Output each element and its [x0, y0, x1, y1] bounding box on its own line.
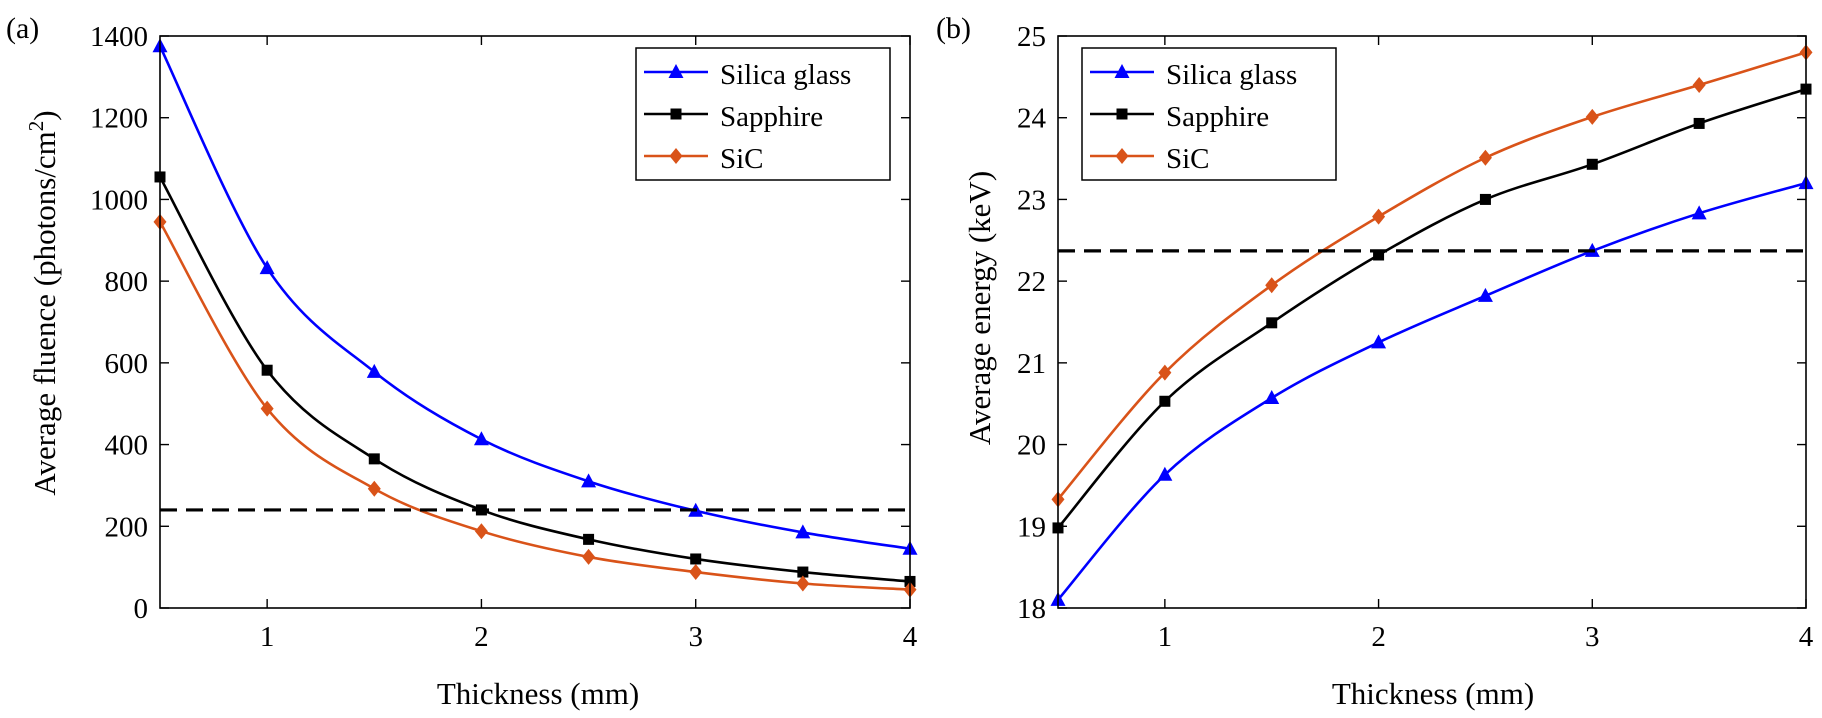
panel-a-y-tick-label-800: 800 — [105, 266, 149, 298]
panel-b-data-point-sic-4 — [1478, 149, 1492, 166]
panel-b-y-tick-label-21: 21 — [1017, 348, 1046, 380]
panel-a-y-tick-label-0: 0 — [134, 593, 149, 625]
panel-b-series-line-silica-glass — [1057, 181, 1807, 601]
panel-a-legend-label-sapphire: Sapphire — [720, 101, 823, 133]
panel-a-axes — [159, 35, 911, 609]
panel-a-y-tick-label-200: 200 — [105, 511, 149, 543]
panel-a-x-tick-label-1: 1 — [260, 621, 275, 653]
panel-b-x-tick-label-3: 3 — [1585, 621, 1600, 653]
panel-b-data-point-sic-6 — [1692, 77, 1706, 94]
panel-b-legend-marker-sic — [1115, 148, 1129, 164]
panel-a-data-point-sic-6 — [796, 575, 810, 592]
panel-a-series-line-silica-glass — [158, 45, 911, 551]
panel-a-y-axis-label: Average fluence (photons/cm2) — [24, 110, 62, 495]
panel-a-y-tick-label-600: 600 — [105, 348, 149, 380]
panel-a-data-point-sic-3 — [474, 523, 488, 540]
panel-a-data-point-sapphire-6 — [797, 566, 809, 578]
panel-b-data-point-sapphire-4 — [1479, 193, 1491, 205]
panel-b-y-tick-label-18: 18 — [1017, 593, 1046, 625]
panel-b-data-point-sapphire-2 — [1266, 317, 1278, 329]
panel-b-y-tick-label-22: 22 — [1017, 266, 1046, 298]
panel-b-data-point-silica-glass-4 — [1477, 287, 1493, 302]
panel-b-x-tick-label-4: 4 — [1799, 621, 1814, 653]
panel-a-legend-label-sic: SiC — [720, 143, 764, 175]
panel-b-y-axis-label: Average energy (keV) — [962, 171, 997, 445]
panel-a-y-tick-label-1200: 1200 — [90, 103, 148, 135]
panel-a-data-point-sapphire-5 — [690, 553, 702, 565]
panel-b-data-point-silica-glass-6 — [1691, 205, 1707, 220]
panel-b-plot-area — [1050, 44, 1814, 606]
panel-b-data-point-silica-glass-1 — [1157, 466, 1173, 481]
panel-b-data-point-sic-5 — [1585, 108, 1599, 125]
panel-a-y-tick-label-1400: 1400 — [90, 21, 148, 53]
panel-a-y-tick-label-1000: 1000 — [90, 184, 148, 216]
panel-a-data-point-silica-glass-1 — [259, 260, 275, 275]
panel-a-label: (a) — [6, 12, 39, 45]
panel-a-ticks: 1 2 3 4 0 200 400 600 800 1000 1200 1400 — [90, 21, 918, 653]
panel-b-x-axis-label: Thickness (mm) — [1332, 676, 1534, 711]
panel-a-data-point-sapphire-4 — [583, 533, 595, 545]
panel-a-data-point-sic-4 — [582, 548, 596, 565]
panel-a-data-point-sic-5 — [689, 564, 703, 581]
panel-a-y-axis-label-close: ) — [27, 110, 62, 120]
panel-a-x-tick-label-3: 3 — [688, 621, 703, 653]
panel-a-data-point-sic-2 — [367, 480, 381, 497]
panel-a-y-axis-label-main: Average fluence (photons/cm — [27, 131, 62, 495]
panel-a-data-point-sapphire-2 — [368, 453, 380, 465]
panel-b-data-point-silica-glass-3 — [1371, 334, 1387, 349]
panel-b-data-point-sapphire-6 — [1693, 117, 1705, 129]
panel-a-legend-marker-silica-glass — [668, 64, 684, 78]
panel-b-y-tick-label-25: 25 — [1017, 21, 1046, 53]
panel-b-legend-label-sic: SiC — [1166, 143, 1210, 175]
panel-b-data-point-sapphire-3 — [1373, 249, 1385, 261]
panel-b-y-tick-label-23: 23 — [1017, 184, 1046, 216]
panel-a-data-point-silica-glass-6 — [795, 524, 811, 539]
panel-a-x-tick-label-2: 2 — [474, 621, 489, 653]
panel-a-y-tick-label-400: 400 — [105, 430, 149, 462]
panel-b-legend-marker-silica-glass — [1114, 64, 1130, 78]
panel-b-data-point-silica-glass-2 — [1264, 389, 1280, 404]
panel-b-legend-label-sapphire: Sapphire — [1166, 101, 1269, 133]
panel-b-axes — [1057, 35, 1807, 609]
panel-b-label: (b) — [936, 12, 971, 45]
panel-b-legend: Silica glass Sapphire SiC — [1081, 47, 1337, 181]
panel-a-data-point-silica-glass-2 — [366, 363, 382, 378]
panel-a-legend-items — [644, 64, 708, 164]
panel-b-legend-items — [1090, 64, 1154, 164]
panel-a-data-point-sic-1 — [260, 400, 274, 417]
panel-a-y-axis-label-superscript: 2 — [24, 121, 48, 132]
panel-b-data-point-sic-3 — [1372, 208, 1386, 225]
panel-a-legend-marker-sic — [669, 148, 683, 164]
panel-b-y-tick-label-20: 20 — [1017, 430, 1046, 462]
panel-b-legend-label-silica-glass: Silica glass — [1166, 59, 1297, 91]
panel-a-data-point-silica-glass-3 — [473, 431, 489, 446]
panel-a-legend-marker-sapphire — [670, 108, 682, 120]
panel-b-data-point-sapphire-5 — [1586, 158, 1598, 170]
panel-b-legend-marker-sapphire — [1116, 108, 1128, 120]
panel-b-x-tick-label-2: 2 — [1371, 621, 1386, 653]
panel-b-axes-box — [1057, 35, 1807, 609]
panel-a-data-point-sapphire-1 — [261, 364, 273, 376]
panel-a-fluence-chart: (a) 1 2 3 4 0 200 400 600 800 1000 1200 1400 Thickn… — [6, 12, 918, 711]
panel-a-data-point-silica-glass-4 — [581, 473, 597, 488]
panel-b-data-point-sic-1 — [1158, 364, 1172, 381]
panel-a-series-line-sapphire — [158, 176, 911, 583]
panel-b-y-tick-label-19: 19 — [1017, 511, 1046, 543]
panel-b-data-point-sapphire-1 — [1159, 395, 1171, 407]
panel-b-x-tick-label-1: 1 — [1158, 621, 1173, 653]
panel-b-data-point-sic-2 — [1265, 277, 1279, 294]
panel-a-axes-box — [159, 35, 911, 609]
panel-a-legend: Silica glass Sapphire SiC — [635, 47, 891, 181]
panel-a-x-axis-label: Thickness (mm) — [437, 676, 639, 711]
panel-a-x-tick-label-4: 4 — [903, 621, 918, 653]
panel-b-y-tick-label-24: 24 — [1017, 103, 1047, 135]
panel-a-legend-label-silica-glass: Silica glass — [720, 59, 851, 91]
